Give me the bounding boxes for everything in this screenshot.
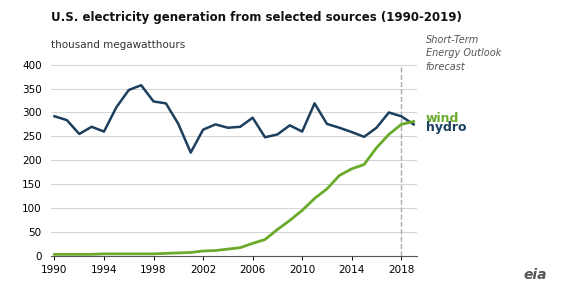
Text: Short-Term
Energy Outlook
forecast: Short-Term Energy Outlook forecast <box>426 35 501 72</box>
Text: hydro: hydro <box>426 121 466 134</box>
Text: eia: eia <box>523 268 547 282</box>
Text: U.S. electricity generation from selected sources (1990-2019): U.S. electricity generation from selecte… <box>51 11 462 24</box>
Text: wind: wind <box>426 112 459 125</box>
Text: thousand megawatthours: thousand megawatthours <box>51 40 185 50</box>
